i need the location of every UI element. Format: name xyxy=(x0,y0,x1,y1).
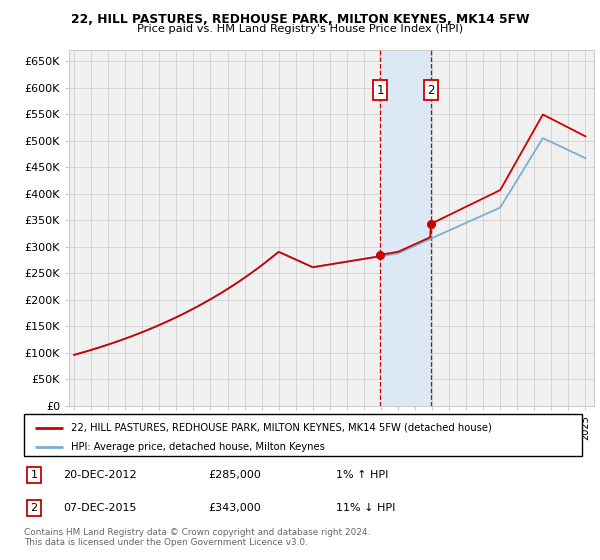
Text: 1: 1 xyxy=(31,470,38,480)
Text: 20-DEC-2012: 20-DEC-2012 xyxy=(63,470,137,480)
Text: 2: 2 xyxy=(427,83,434,97)
Text: Contains HM Land Registry data © Crown copyright and database right 2024.
This d: Contains HM Land Registry data © Crown c… xyxy=(24,528,370,547)
Text: 1% ↑ HPI: 1% ↑ HPI xyxy=(337,470,389,480)
Text: 11% ↓ HPI: 11% ↓ HPI xyxy=(337,503,396,513)
Text: 07-DEC-2015: 07-DEC-2015 xyxy=(63,503,137,513)
Text: Price paid vs. HM Land Registry's House Price Index (HPI): Price paid vs. HM Land Registry's House … xyxy=(137,24,463,34)
Text: 22, HILL PASTURES, REDHOUSE PARK, MILTON KEYNES, MK14 5FW: 22, HILL PASTURES, REDHOUSE PARK, MILTON… xyxy=(71,13,529,26)
Text: 2: 2 xyxy=(31,503,38,513)
Text: HPI: Average price, detached house, Milton Keynes: HPI: Average price, detached house, Milt… xyxy=(71,442,325,452)
Text: £343,000: £343,000 xyxy=(208,503,261,513)
Text: £285,000: £285,000 xyxy=(208,470,261,480)
Bar xyxy=(380,50,431,406)
Text: 22, HILL PASTURES, REDHOUSE PARK, MILTON KEYNES, MK14 5FW (detached house): 22, HILL PASTURES, REDHOUSE PARK, MILTON… xyxy=(71,423,493,433)
Text: 1: 1 xyxy=(376,83,384,97)
